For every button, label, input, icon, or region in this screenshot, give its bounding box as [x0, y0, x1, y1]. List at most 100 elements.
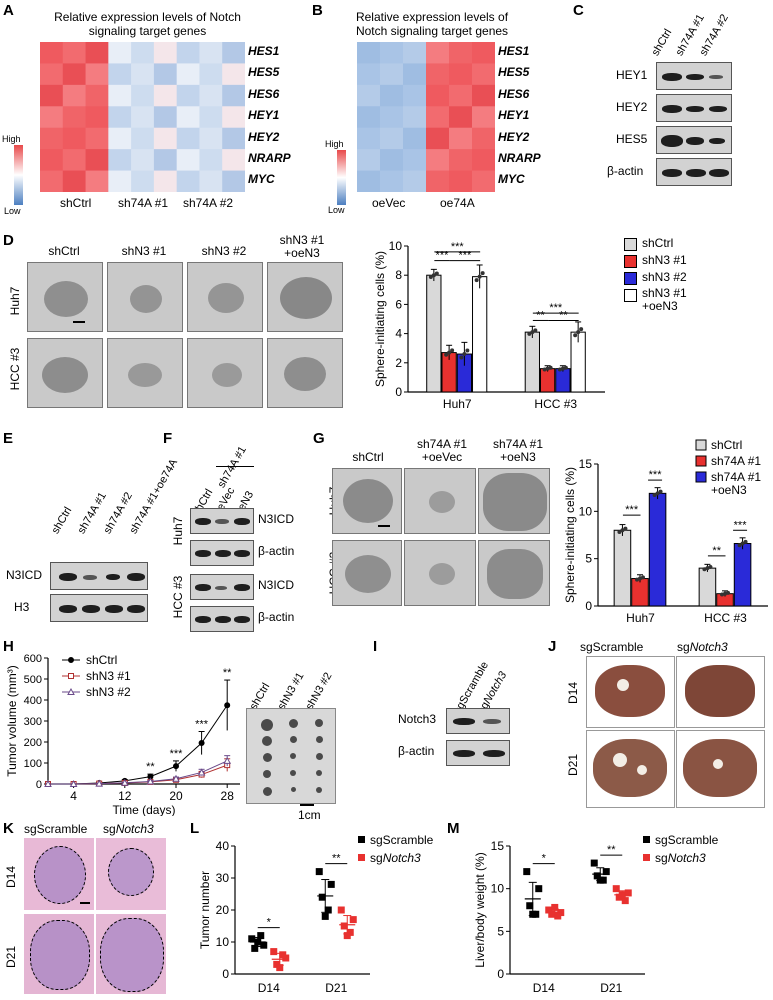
- tumor-nodule: [315, 753, 323, 760]
- y-axis-title: Liver/body weight (%): [473, 852, 487, 967]
- heatmap-a: [40, 42, 245, 192]
- tumor-nodule: [263, 770, 271, 778]
- heatmap-cell: [426, 149, 450, 172]
- heatmap-cell: [40, 63, 64, 86]
- data-point: [224, 702, 231, 709]
- blot-i-strip: [446, 740, 510, 766]
- chart-l: 0 10 20 30 40 Tumor number D14 * D21 ** sgScramble…: [198, 833, 434, 995]
- panel-d-col-4: shN3 #1 +oeN3: [262, 234, 342, 260]
- blot-f-bracket: [216, 466, 254, 467]
- data-point: [198, 740, 205, 747]
- data-point: [474, 278, 479, 283]
- data-point: [542, 367, 547, 372]
- heatmap-cell: [62, 84, 87, 107]
- heatmap-cell: [62, 170, 87, 192]
- gene-label: NRARP: [498, 151, 541, 165]
- panel-j-row-1: D14: [566, 682, 580, 705]
- heatmap-cell: [176, 63, 200, 86]
- data-point: [321, 912, 329, 920]
- heatmap-cell: [131, 84, 155, 107]
- blot-c-strip: [656, 126, 732, 154]
- legend-d-label: shN3 #1: [642, 286, 687, 300]
- gene-label: HES1: [248, 44, 280, 58]
- blot-f-row-4: β-actin: [258, 610, 295, 624]
- heatmap-cell: [153, 170, 178, 192]
- data-point: [428, 274, 433, 279]
- data-point: [623, 526, 628, 531]
- panel-j-row-2: D21: [566, 754, 580, 777]
- heatmap-cell: [176, 127, 200, 150]
- heatmap-cell: [472, 42, 495, 64]
- heatmap-cell: [131, 42, 155, 64]
- heatmap-cell: [426, 127, 450, 150]
- heatmap-cell: [472, 63, 495, 86]
- panel-f-label: F: [163, 430, 173, 447]
- gene-label: HES6: [498, 86, 530, 101]
- panel-a-title-1: Relative expression levels of Notch: [54, 10, 241, 24]
- data-point: [658, 489, 663, 494]
- heatmap-cell: [222, 170, 245, 192]
- x-tick-label: Huh7: [443, 397, 472, 411]
- scale-a-high: High: [2, 134, 21, 144]
- heatmap-cell: [222, 149, 245, 172]
- liver-photo: [586, 656, 675, 728]
- data-point: [535, 885, 543, 893]
- heatmap-cell: [85, 63, 109, 86]
- heatmap-cell: [357, 149, 381, 172]
- heatmap-cell: [357, 63, 381, 86]
- data-point: [349, 916, 357, 924]
- tumor-lane-2: shN3 #1: [275, 670, 307, 712]
- data-point: [596, 876, 604, 884]
- y-axis-title: Sphere-initiating cells (%): [563, 467, 577, 603]
- y-tick-label: 400: [24, 695, 42, 707]
- data-point: [533, 328, 538, 333]
- data-point: [740, 541, 745, 546]
- data-point: [434, 271, 439, 276]
- panel-k-col-2-gene: Notch3: [115, 822, 154, 836]
- panel-b-title-1: Relative expression levels of: [355, 10, 509, 24]
- x-tick-label: HCC #3: [704, 611, 747, 625]
- heatmap-cell: [472, 149, 495, 172]
- histology-image: [24, 838, 94, 910]
- heatmap-cell: [85, 84, 109, 107]
- blot-c-strip: [656, 158, 732, 186]
- data-point: [602, 868, 610, 876]
- significance-label: **: [146, 761, 155, 773]
- panel-d-col-4-l2: +oeN3: [284, 246, 320, 260]
- tumor-nodule: [290, 787, 296, 792]
- blot-f-strip: [190, 540, 254, 566]
- data-point: [624, 889, 632, 897]
- heatmap-cell: [380, 170, 404, 192]
- panel-g-label: G: [313, 430, 325, 447]
- blot-e-strip: [50, 594, 148, 622]
- bar: [426, 274, 442, 393]
- data-point: [612, 885, 620, 893]
- micrograph: [267, 262, 343, 332]
- heatmap-cell: [153, 42, 178, 64]
- tumor-nodule: [288, 719, 298, 728]
- heatmap-cell: [108, 127, 132, 150]
- x-axis-title: Time (days): [113, 803, 176, 816]
- heatmap-cell: [357, 42, 381, 64]
- heatmap-cell: [153, 127, 178, 150]
- blot-c-row-3: HES5: [616, 132, 648, 146]
- significance-label: *: [267, 917, 272, 929]
- data-point: [251, 944, 259, 952]
- heatmap-cell: [449, 127, 473, 150]
- heatmap-cell: [40, 42, 64, 64]
- micrograph: [478, 468, 550, 534]
- y-tick-label: 0: [497, 967, 504, 981]
- blot-i-strip: [446, 708, 510, 734]
- scale-a-low: Low: [4, 206, 21, 216]
- heatmap-cell: [62, 42, 87, 64]
- significance-label: ***: [549, 302, 563, 314]
- legend-d-label-2: +oeN3: [642, 299, 678, 313]
- y-tick-label: 10: [579, 504, 593, 518]
- heatmap-cell: [199, 106, 223, 129]
- panel-k-row-2: D21: [4, 946, 18, 969]
- micrograph: [478, 540, 550, 606]
- data-point: [655, 491, 660, 496]
- blot-f-top: sh74A #1: [215, 444, 249, 490]
- heatmap-cell: [380, 84, 404, 107]
